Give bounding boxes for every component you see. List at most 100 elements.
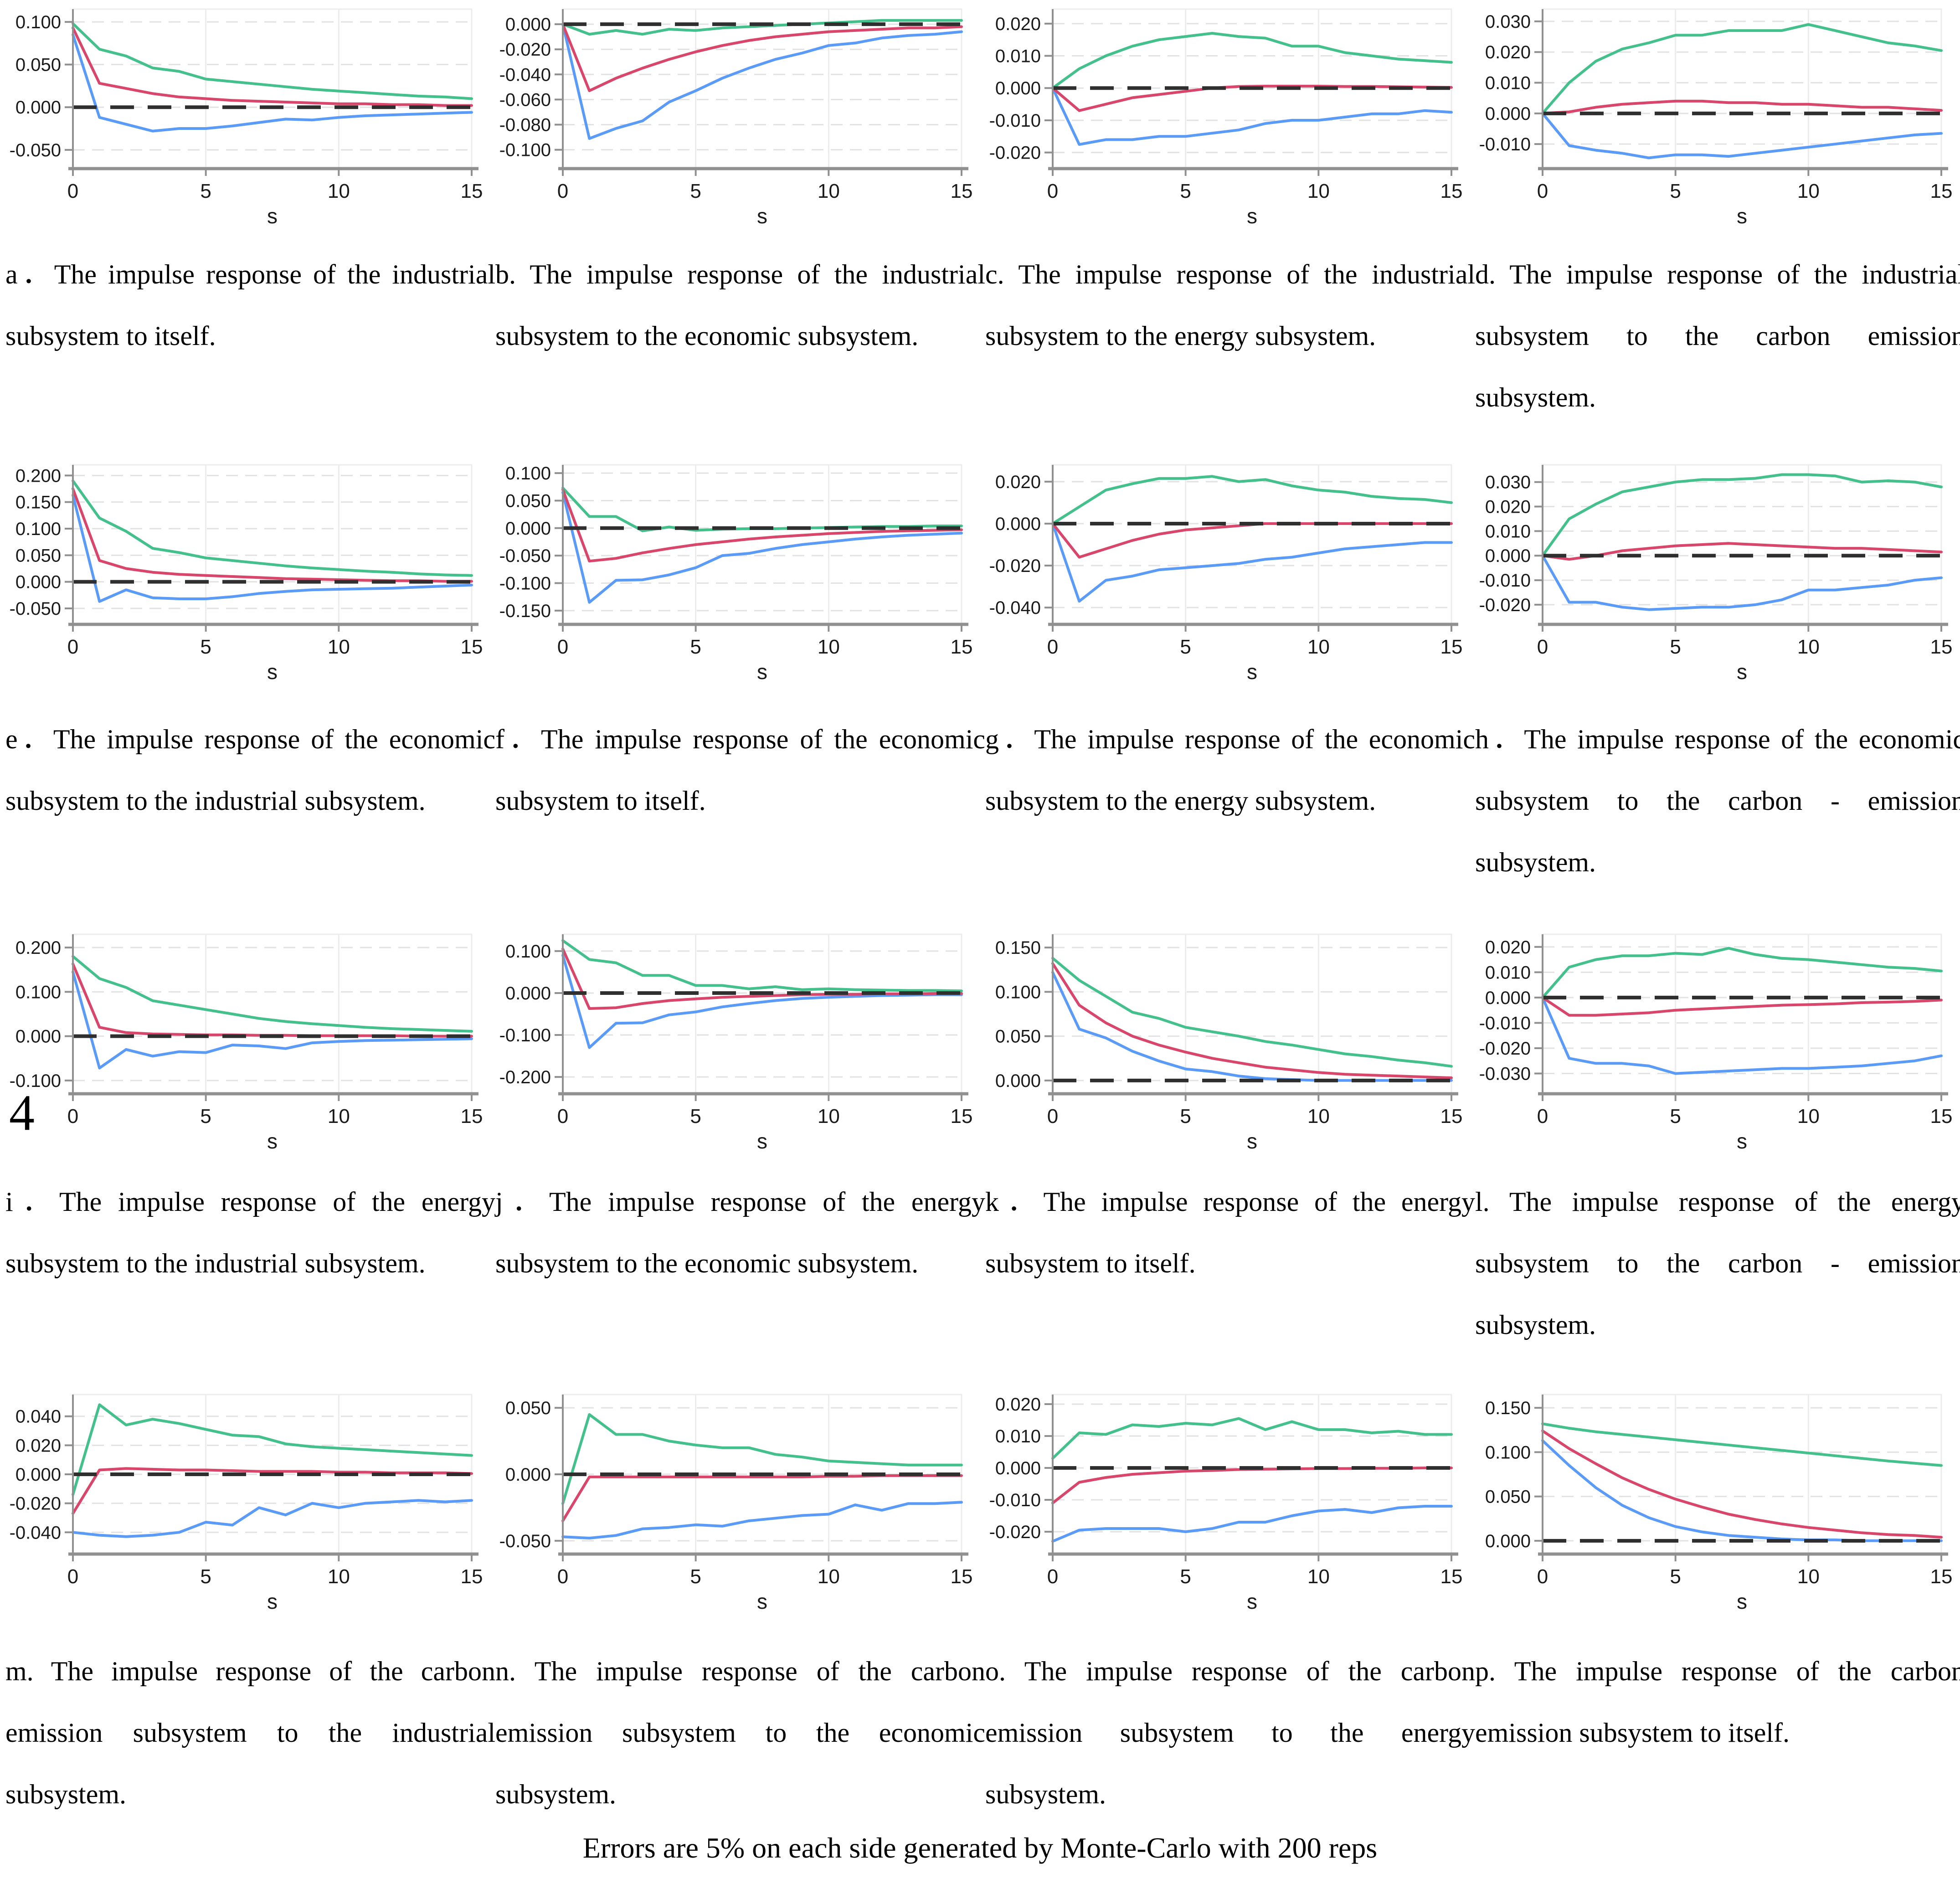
svg-text:0.200: 0.200 bbox=[15, 938, 61, 958]
svg-text:0: 0 bbox=[557, 1565, 568, 1588]
svg-text:s: s bbox=[1247, 204, 1257, 228]
svg-text:10: 10 bbox=[1307, 1565, 1330, 1588]
svg-text:0.020: 0.020 bbox=[995, 1395, 1041, 1415]
caption-i: i．The impulse response of the energy sub… bbox=[5, 1187, 495, 1278]
svg-text:s: s bbox=[1737, 1129, 1747, 1153]
svg-text:s: s bbox=[757, 1129, 767, 1153]
svg-text:s: s bbox=[267, 1590, 278, 1613]
svg-text:0.000: 0.000 bbox=[505, 15, 551, 35]
svg-text:15: 15 bbox=[461, 636, 483, 658]
svg-text:-0.020: -0.020 bbox=[10, 1494, 61, 1514]
svg-text:0.000: 0.000 bbox=[505, 983, 551, 1004]
chart-irf-i: 0.200 0.100 0.000 -0.100 0 5 10 15 s bbox=[0, 927, 490, 1155]
svg-text:5: 5 bbox=[200, 1565, 211, 1588]
svg-text:0.000: 0.000 bbox=[995, 514, 1041, 534]
svg-text:15: 15 bbox=[461, 1105, 483, 1127]
svg-text:-0.050: -0.050 bbox=[499, 1531, 551, 1551]
svg-text:0: 0 bbox=[1047, 1565, 1058, 1588]
chart-irf-g: 0.020 0.000 -0.020 -0.040 0 5 10 15 s bbox=[980, 458, 1470, 686]
caption-h: h．The impulse response of the economic s… bbox=[1475, 724, 1960, 877]
svg-text:15: 15 bbox=[461, 180, 483, 202]
chart-irf-d: 0.030 0.020 0.010 0.000 -0.010 0 5 10 15 s bbox=[1470, 2, 1960, 230]
svg-text:s: s bbox=[1247, 1129, 1257, 1153]
svg-text:0: 0 bbox=[1047, 180, 1058, 202]
svg-text:-0.010: -0.010 bbox=[989, 1490, 1041, 1510]
svg-text:5: 5 bbox=[1670, 180, 1681, 202]
svg-text:0.010: 0.010 bbox=[1485, 521, 1531, 541]
svg-text:10: 10 bbox=[328, 636, 350, 658]
svg-text:0.020: 0.020 bbox=[1485, 497, 1531, 517]
svg-text:0.010: 0.010 bbox=[1485, 963, 1531, 983]
svg-text:5: 5 bbox=[200, 180, 211, 202]
svg-text:0.000: 0.000 bbox=[1485, 546, 1531, 566]
svg-text:15: 15 bbox=[461, 1565, 483, 1588]
svg-text:0.100: 0.100 bbox=[15, 519, 61, 539]
svg-text:-0.020: -0.020 bbox=[1479, 595, 1531, 615]
caption-b: b. The impulse response of the industria… bbox=[495, 259, 985, 351]
svg-text:5: 5 bbox=[690, 180, 701, 202]
svg-text:s: s bbox=[1737, 1590, 1747, 1613]
svg-text:15: 15 bbox=[1930, 1105, 1953, 1127]
svg-text:15: 15 bbox=[951, 636, 973, 658]
figure-note: Errors are 5% on each side generated by … bbox=[582, 1832, 1378, 1864]
svg-text:5: 5 bbox=[1180, 180, 1191, 202]
caption-l: l. The impulse response of the energy su… bbox=[1475, 1187, 1960, 1340]
caption-f: f．The impulse response of the economic s… bbox=[495, 724, 985, 816]
svg-text:5: 5 bbox=[690, 1105, 701, 1127]
chart-irf-c: 0.020 0.010 0.000 -0.010 -0.020 0 5 10 15 s bbox=[980, 2, 1470, 230]
svg-text:-0.020: -0.020 bbox=[989, 1522, 1041, 1542]
svg-text:10: 10 bbox=[1797, 636, 1820, 658]
svg-text:0.100: 0.100 bbox=[505, 463, 551, 484]
svg-text:0.200: 0.200 bbox=[15, 466, 61, 486]
svg-text:-0.020: -0.020 bbox=[989, 143, 1041, 163]
svg-text:0.100: 0.100 bbox=[15, 982, 61, 1002]
svg-text:5: 5 bbox=[1670, 636, 1681, 658]
svg-text:0.030: 0.030 bbox=[1485, 473, 1531, 493]
svg-text:10: 10 bbox=[328, 180, 350, 202]
svg-text:0.040: 0.040 bbox=[15, 1407, 61, 1427]
svg-text:10: 10 bbox=[818, 1105, 840, 1127]
chart-irf-k: 0.150 0.100 0.050 0.000 0 5 10 15 s bbox=[980, 927, 1470, 1155]
svg-text:0.000: 0.000 bbox=[505, 1465, 551, 1485]
svg-text:s: s bbox=[1247, 1590, 1257, 1613]
svg-text:-0.040: -0.040 bbox=[10, 1523, 61, 1543]
svg-text:-0.080: -0.080 bbox=[499, 115, 551, 135]
svg-text:0.150: 0.150 bbox=[1485, 1398, 1531, 1418]
svg-text:10: 10 bbox=[1797, 1105, 1820, 1127]
svg-text:s: s bbox=[267, 204, 278, 228]
svg-text:0.010: 0.010 bbox=[995, 1426, 1041, 1447]
svg-text:-0.050: -0.050 bbox=[10, 599, 61, 619]
svg-text:0.050: 0.050 bbox=[505, 1398, 551, 1418]
svg-text:0.050: 0.050 bbox=[995, 1027, 1041, 1047]
svg-text:0.010: 0.010 bbox=[995, 46, 1041, 67]
svg-text:0.000: 0.000 bbox=[1485, 1531, 1531, 1551]
svg-text:-0.020: -0.020 bbox=[499, 40, 551, 60]
svg-text:0.020: 0.020 bbox=[1485, 42, 1531, 62]
svg-text:10: 10 bbox=[818, 1565, 840, 1588]
svg-text:s: s bbox=[1737, 204, 1747, 228]
svg-text:-0.010: -0.010 bbox=[1479, 134, 1531, 154]
svg-text:0.050: 0.050 bbox=[15, 55, 61, 75]
svg-text:5: 5 bbox=[690, 1565, 701, 1588]
svg-text:-0.030: -0.030 bbox=[1479, 1064, 1531, 1084]
svg-text:5: 5 bbox=[1180, 1565, 1191, 1588]
caption-c: c. The impulse response of the industria… bbox=[985, 259, 1475, 351]
svg-text:0: 0 bbox=[1537, 1565, 1548, 1588]
svg-text:0.050: 0.050 bbox=[15, 546, 61, 566]
svg-text:0: 0 bbox=[67, 636, 78, 658]
svg-text:s: s bbox=[757, 660, 767, 684]
svg-text:-0.100: -0.100 bbox=[499, 573, 551, 593]
svg-text:s: s bbox=[1737, 660, 1747, 684]
svg-text:10: 10 bbox=[1307, 1105, 1330, 1127]
svg-text:5: 5 bbox=[200, 1105, 211, 1127]
svg-text:0.100: 0.100 bbox=[15, 12, 61, 32]
caption-m: m. The impulse response of the carbon em… bbox=[5, 1656, 495, 1809]
svg-text:10: 10 bbox=[1307, 180, 1330, 202]
svg-text:15: 15 bbox=[1930, 636, 1953, 658]
svg-text:0.000: 0.000 bbox=[995, 1071, 1041, 1091]
chart-irf-a: 0.100 0.050 0.000 -0.050 0 5 10 15 s bbox=[0, 2, 490, 230]
svg-text:0.010: 0.010 bbox=[1485, 73, 1531, 93]
svg-text:0.000: 0.000 bbox=[995, 78, 1041, 98]
svg-text:0: 0 bbox=[1537, 180, 1548, 202]
